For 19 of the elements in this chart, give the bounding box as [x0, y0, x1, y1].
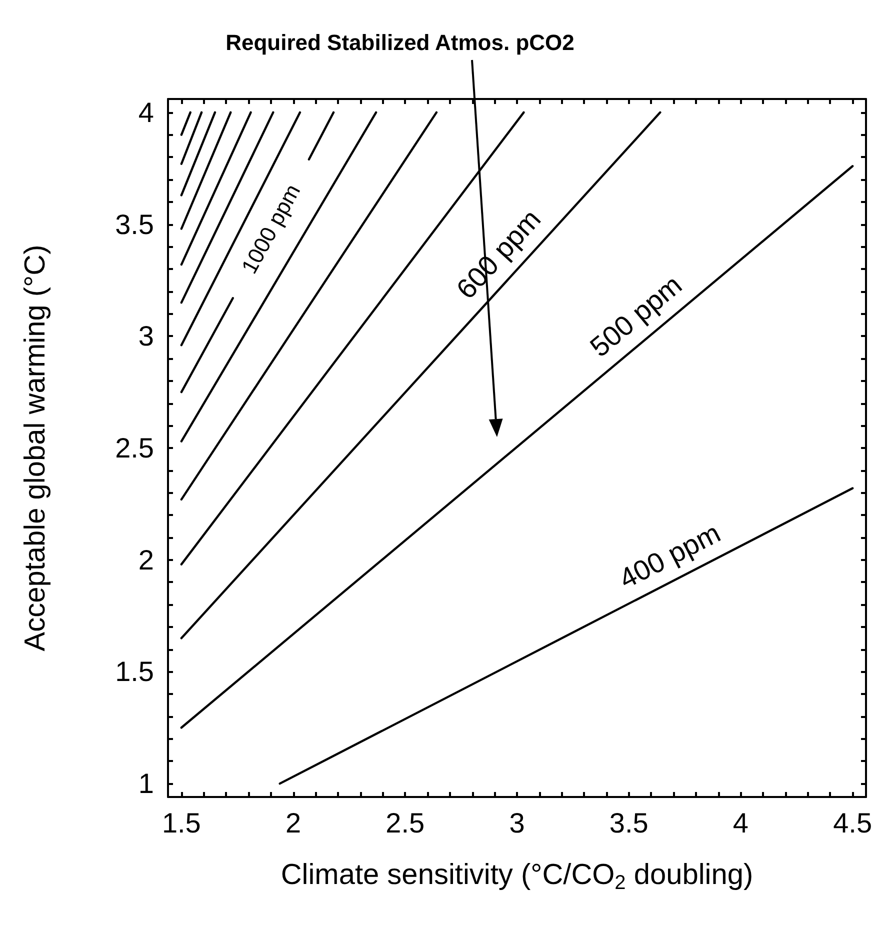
- y-tick-label: 4: [138, 96, 154, 128]
- text: 500 ppm: [584, 269, 688, 363]
- y-tick-label: 1: [138, 768, 154, 800]
- y-axis-title: Acceptable global warming (°C): [20, 244, 52, 652]
- y-tick-label: 2.5: [115, 432, 154, 464]
- y-tick-label: 3.5: [115, 208, 154, 240]
- x-tick-label: 3.5: [609, 808, 648, 838]
- x-tick-label: 4.5: [833, 808, 872, 838]
- x-tick-label: 1.5: [162, 808, 201, 838]
- text: Required Stabilized Atmos. pCO2: [224, 30, 576, 56]
- y-tick-label: 3: [138, 320, 154, 352]
- y-tick-label: 1.5: [115, 656, 154, 688]
- x-tick-label: 2: [285, 808, 302, 838]
- text: 400 ppm: [614, 517, 726, 595]
- y-tick-label: 2: [138, 544, 154, 576]
- text: 1000 ppm: [236, 180, 306, 278]
- x-tick-label: 2.5: [386, 808, 425, 838]
- x-tick-label: 4: [732, 808, 749, 838]
- x-tick-label: 3: [509, 808, 525, 838]
